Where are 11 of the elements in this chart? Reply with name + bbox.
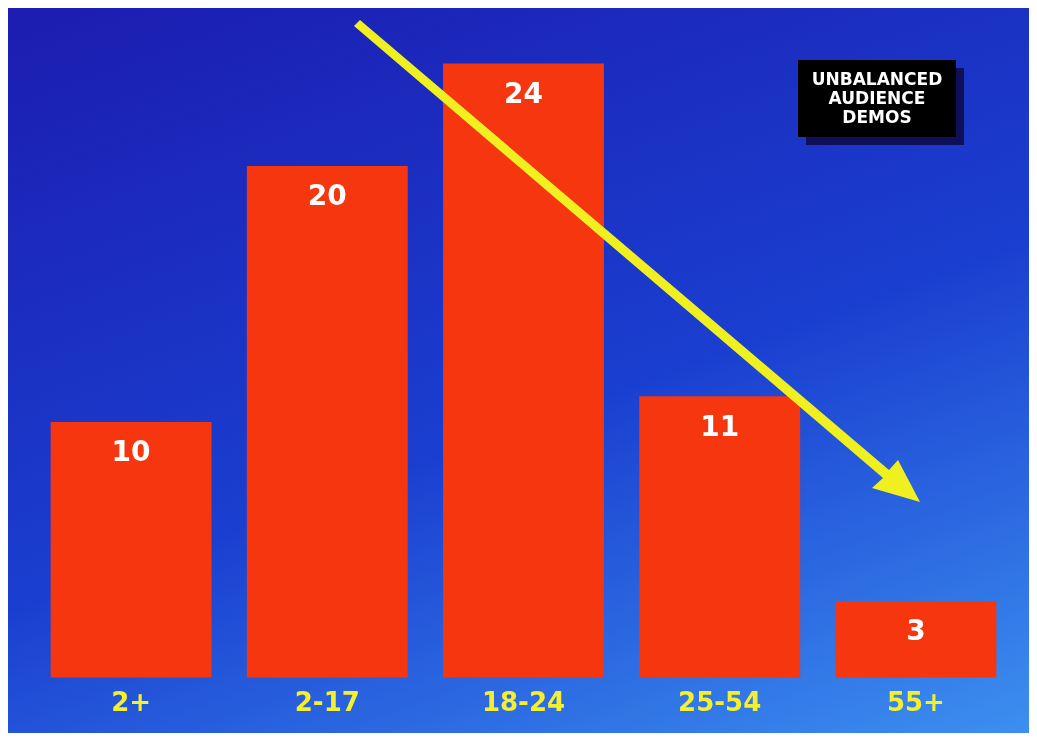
x-tick-label: 55+ [886,687,945,718]
data-label: 24 [504,76,543,110]
data-label: 20 [307,179,347,213]
x-tick-label: 2+ [111,687,152,718]
data-label: 11 [700,409,740,443]
text: UNBALANCED AUDIENCE DEMOS [798,60,956,137]
data-label: 3 [906,614,926,648]
data-label: 10 [111,435,151,469]
x-tick-label: 18-24 [481,687,566,718]
x-tick-label: 25-54 [678,687,762,718]
x-tick-label: 2-17 [294,687,360,718]
